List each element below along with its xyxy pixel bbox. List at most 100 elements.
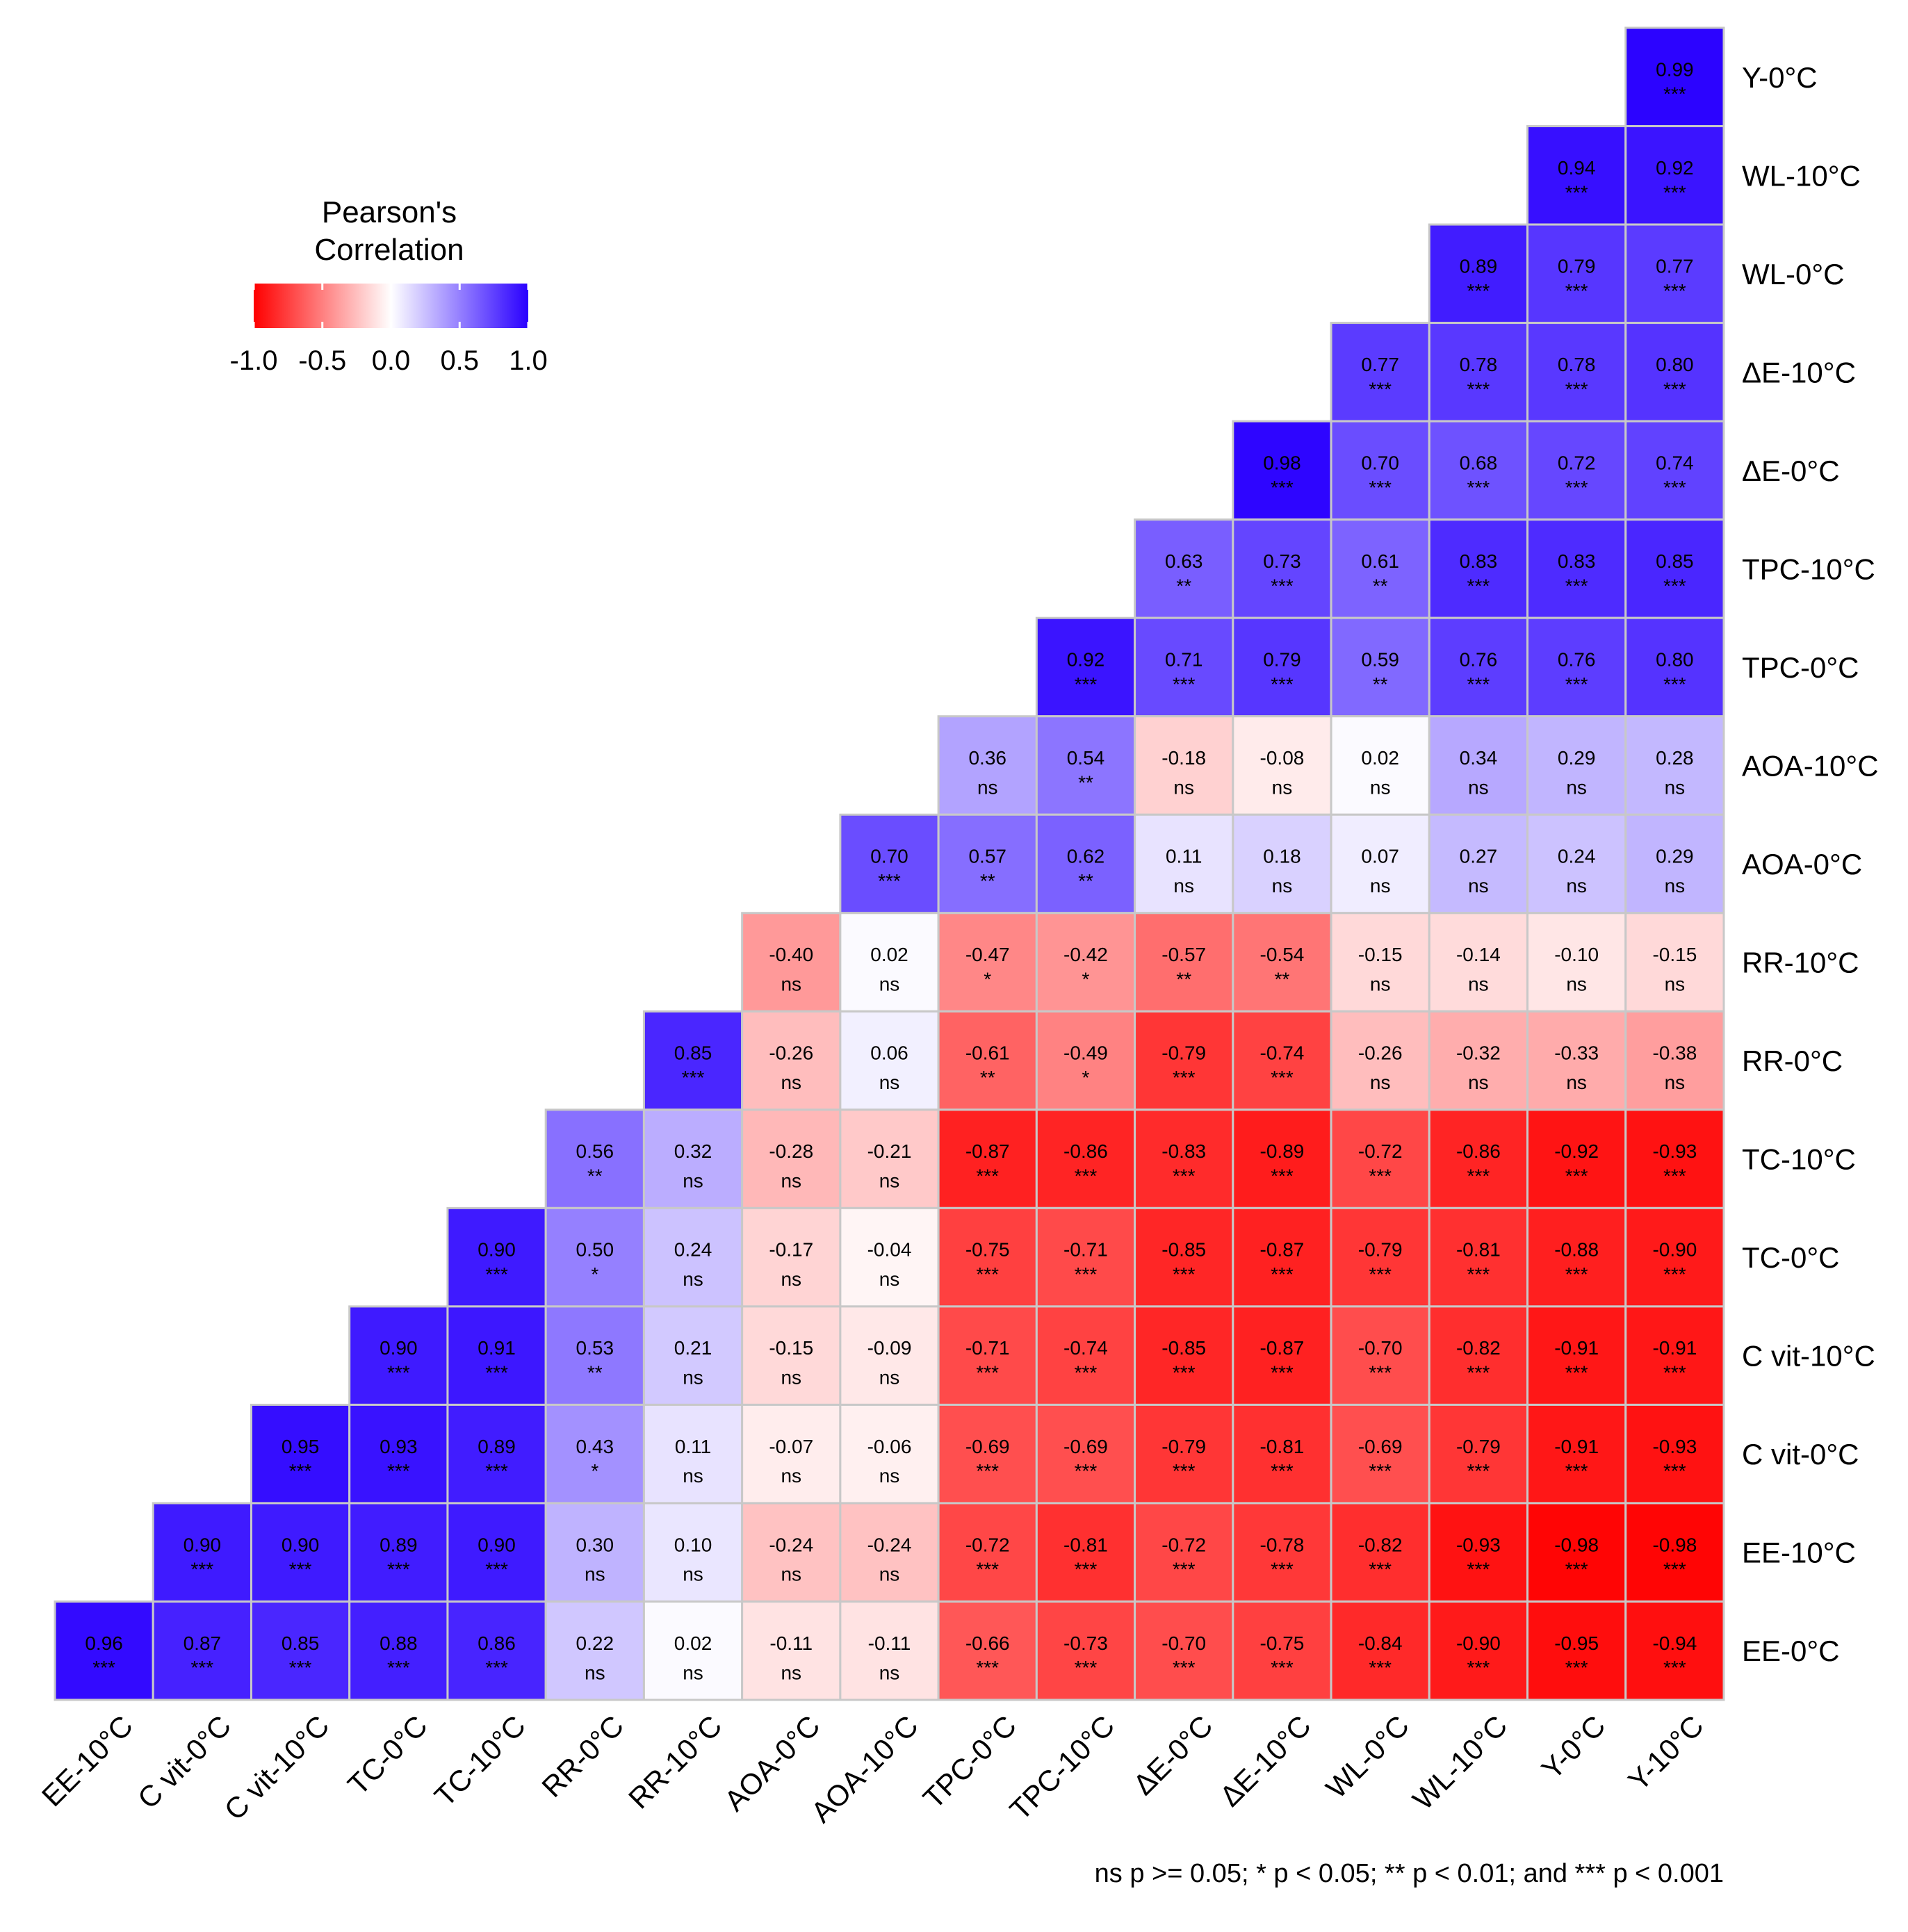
cell-significance: *** — [1467, 378, 1490, 400]
x-axis-label: TC-10°C — [428, 1709, 532, 1812]
x-axis-label: EE-10°C — [35, 1709, 139, 1812]
cell-significance: *** — [485, 1263, 508, 1285]
heatmap-cell: -0.49 * — [1035, 1010, 1136, 1111]
cell-value: -0.84 — [1358, 1632, 1403, 1654]
cell-value: -0.71 — [965, 1337, 1010, 1359]
cell-value: 0.21 — [674, 1337, 712, 1359]
x-axis-label: RR-0°C — [535, 1709, 630, 1803]
cell-value: 0.02 — [870, 944, 908, 965]
cell-significance: ns — [1173, 875, 1194, 897]
x-axis-label: TC-0°C — [341, 1709, 434, 1801]
cell-value: 0.30 — [576, 1534, 614, 1555]
cell-value: -0.94 — [1652, 1632, 1697, 1654]
cell-value: -0.32 — [1456, 1042, 1501, 1064]
heatmap-cell-fill — [1624, 26, 1725, 128]
cell-value: 0.43 — [576, 1436, 614, 1457]
heatmap-cell: 0.79 *** — [1526, 223, 1627, 325]
cell-significance: *** — [1271, 1460, 1294, 1482]
cell-value: -0.10 — [1554, 944, 1599, 965]
cell-significance: * — [1082, 968, 1090, 990]
heatmap-cell: 0.11 ns — [642, 1403, 744, 1505]
heatmap-cell: -0.61 ** — [937, 1010, 1038, 1111]
heatmap-cell: -0.86 *** — [1035, 1108, 1136, 1209]
heatmap-cell: -0.69 *** — [937, 1403, 1038, 1505]
cell-value: 0.91 — [478, 1337, 516, 1359]
cell-significance: *** — [1663, 1263, 1686, 1285]
heatmap-cell: 0.29 ns — [1624, 813, 1725, 915]
heatmap-cell: 0.53 ** — [544, 1305, 645, 1406]
cell-significance: *** — [976, 1263, 999, 1285]
cell-significance: *** — [387, 1460, 410, 1482]
cell-value: 0.53 — [576, 1337, 614, 1359]
cell-value: -0.81 — [1260, 1436, 1305, 1457]
heatmap-cell: -0.21 ns — [839, 1108, 940, 1209]
heatmap-cell-fill — [1624, 223, 1725, 325]
cell-significance: *** — [1467, 477, 1490, 498]
heatmap-cell: 0.74 *** — [1624, 420, 1725, 521]
cell-value: -0.70 — [1358, 1337, 1403, 1359]
cell-value: -0.72 — [1358, 1140, 1403, 1162]
cell-value: -0.82 — [1456, 1337, 1501, 1359]
heatmap-cell: 0.83 *** — [1526, 518, 1627, 619]
cell-significance: *** — [1173, 1362, 1196, 1384]
cell-value: 0.74 — [1656, 452, 1694, 473]
cell-significance: *** — [1271, 477, 1294, 498]
cell-significance: *** — [1369, 1362, 1392, 1384]
heatmap-cell-fill — [1330, 420, 1430, 521]
cell-significance: *** — [1173, 1460, 1196, 1482]
heatmap-cell: 0.22 ns — [544, 1600, 645, 1701]
cell-value: -0.21 — [867, 1140, 912, 1162]
heatmap-cell-fill — [642, 1600, 744, 1701]
cell-significance: ns — [879, 1465, 900, 1487]
x-axis-label: AOA-10°C — [805, 1709, 924, 1828]
significance-footnote: ns p >= 0.05; * p < 0.05; ** p < 0.01; a… — [1095, 1859, 1724, 1888]
cell-value: -0.69 — [1063, 1436, 1108, 1457]
cell-significance: *** — [485, 1657, 508, 1678]
cell-significance: *** — [1173, 1165, 1196, 1187]
heatmap-cell-fill — [1624, 1010, 1725, 1111]
cell-value: 0.07 — [1361, 846, 1399, 867]
heatmap-cell: -0.72 *** — [1134, 1502, 1234, 1603]
heatmap-cell: 0.89 *** — [1428, 223, 1529, 325]
heatmap-cell-fill — [1428, 1403, 1529, 1505]
cell-value: -0.54 — [1260, 944, 1305, 965]
heatmap-cell: 0.43 * — [544, 1403, 645, 1505]
cell-value: -0.38 — [1652, 1042, 1697, 1064]
heatmap-cell: 0.34 ns — [1428, 715, 1529, 816]
heatmap-cell: -0.83 *** — [1134, 1108, 1234, 1209]
heatmap-cell: 0.77 *** — [1624, 223, 1725, 325]
y-axis-label: RR-0°C — [1742, 1045, 1843, 1077]
cell-significance: ns — [683, 1564, 703, 1585]
heatmap-cell: -0.72 *** — [937, 1502, 1038, 1603]
cell-value: 0.89 — [1460, 255, 1498, 277]
cell-significance: *** — [1663, 1559, 1686, 1580]
y-axis-label: AOA-0°C — [1742, 848, 1862, 881]
heatmap-cell-fill — [1428, 1600, 1529, 1701]
cell-value: -0.47 — [965, 944, 1010, 965]
cell-significance: *** — [289, 1559, 312, 1580]
cell-value: 0.57 — [968, 846, 1006, 867]
heatmap-cell: -0.70 *** — [1330, 1305, 1430, 1406]
heatmap-cell-fill — [1526, 518, 1627, 619]
heatmap-cell: -0.81*** — [1428, 1206, 1529, 1308]
heatmap-cell-fill — [544, 1206, 645, 1308]
heatmap-cell-fill — [1526, 322, 1627, 423]
cell-value: 0.50 — [576, 1239, 614, 1261]
heatmap-cell-fill — [642, 1305, 744, 1406]
cell-significance: ns — [879, 1564, 900, 1585]
heatmap-cell-fill — [1526, 1010, 1627, 1111]
cell-significance: ns — [879, 974, 900, 995]
cell-significance: *** — [976, 1165, 999, 1187]
y-axis-label: TC-10°C — [1742, 1143, 1856, 1176]
cell-value: 0.85 — [282, 1632, 320, 1654]
cell-significance: *** — [1663, 477, 1686, 498]
heatmap-cell: -0.93 *** — [1624, 1108, 1725, 1209]
heatmap-cell: -0.81*** — [1035, 1502, 1136, 1603]
heatmap-cell-fill — [1330, 518, 1430, 619]
cell-value: 0.29 — [1558, 747, 1596, 769]
heatmap-cell-fill — [1624, 1206, 1725, 1308]
cell-value: 0.63 — [1165, 550, 1203, 572]
cell-significance: ns — [1665, 974, 1686, 995]
y-axis-label: Y-0°C — [1742, 61, 1818, 94]
y-axis-label: TPC-10°C — [1742, 552, 1875, 585]
